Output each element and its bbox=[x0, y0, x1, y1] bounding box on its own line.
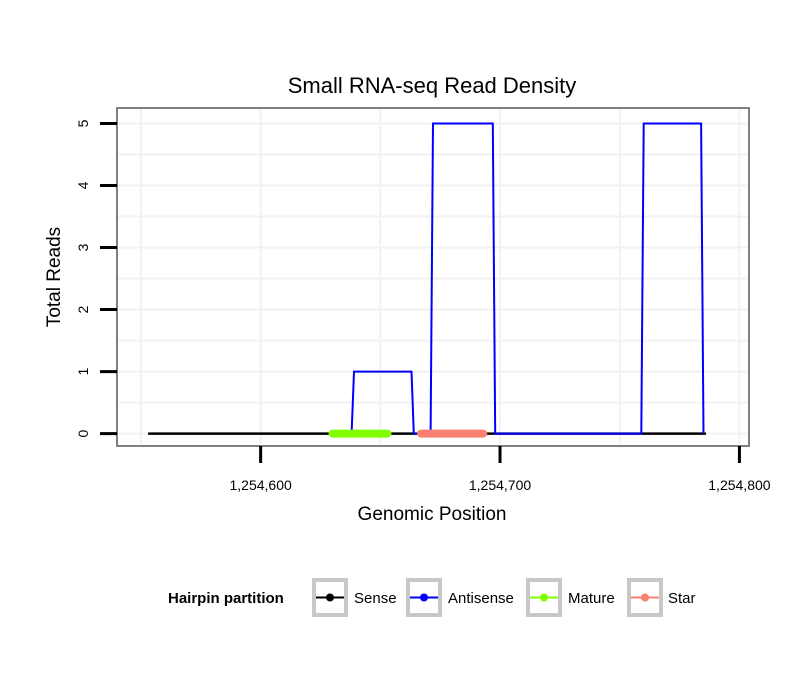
legend-key-point bbox=[540, 593, 548, 602]
legend-key-point bbox=[326, 593, 334, 602]
legend-label: Star bbox=[668, 590, 696, 607]
legend-item-antisense: Antisense bbox=[406, 578, 514, 617]
legend-label: Antisense bbox=[448, 590, 514, 607]
x-tick-label: 1,254,700 bbox=[469, 477, 531, 493]
x-tick-label: 1,254,800 bbox=[708, 477, 770, 493]
legend-title: Hairpin partition bbox=[168, 590, 284, 607]
legend-label: Sense bbox=[354, 590, 397, 607]
y-axis-title: Total Reads bbox=[44, 227, 65, 327]
legend-item-mature: Mature bbox=[526, 578, 615, 617]
y-tick-label: 0 bbox=[75, 429, 91, 437]
legend-key-point bbox=[420, 593, 428, 602]
y-tick-label: 2 bbox=[75, 305, 91, 313]
series-antisense-line bbox=[350, 122, 705, 435]
x-axis-title: Genomic Position bbox=[358, 504, 507, 525]
y-tick-label: 5 bbox=[75, 119, 91, 127]
chart-title: Small RNA-seq Read Density bbox=[288, 73, 577, 98]
y-tick-label: 3 bbox=[75, 243, 91, 251]
legend-key-point bbox=[641, 593, 649, 602]
y-tick-label: 1 bbox=[75, 367, 91, 375]
x-tick-label: 1,254,600 bbox=[229, 477, 291, 493]
legend-item-sense: Sense bbox=[312, 578, 397, 617]
axis-ticks: 0 1 2 3 4 5 1,254,600 1,254,700 1,254,800 bbox=[75, 119, 771, 493]
legend-label: Mature bbox=[568, 590, 615, 607]
series-lines bbox=[148, 122, 706, 438]
y-tick-label: 4 bbox=[75, 181, 91, 189]
legend: Sense Antisense Mature Star bbox=[312, 578, 696, 617]
legend-item-star: Star bbox=[627, 578, 696, 617]
